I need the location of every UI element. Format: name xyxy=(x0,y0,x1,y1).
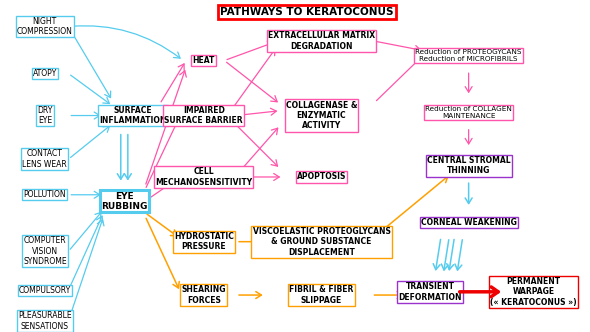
Text: SHEARING
FORCES: SHEARING FORCES xyxy=(182,285,226,305)
Text: PERMANENT
WARPAGE
(« KERATOCONUS »): PERMANENT WARPAGE (« KERATOCONUS ») xyxy=(490,277,576,307)
Text: APOPTOSIS: APOPTOSIS xyxy=(297,173,346,182)
Text: ATOPY: ATOPY xyxy=(32,69,57,78)
Text: COMPUTER
VISION
SYNDROME: COMPUTER VISION SYNDROME xyxy=(23,236,67,266)
Text: COLLAGENASE &
ENZYMATIC
ACTIVITY: COLLAGENASE & ENZYMATIC ACTIVITY xyxy=(286,101,357,130)
Text: Reduction of COLLAGEN
MAINTENANCE: Reduction of COLLAGEN MAINTENANCE xyxy=(425,106,512,119)
Text: IMPAIRED
SURFACE BARRIER: IMPAIRED SURFACE BARRIER xyxy=(165,106,243,125)
Text: HYDROSTATIC
PRESSURE: HYDROSTATIC PRESSURE xyxy=(174,232,234,251)
Text: TRANSIENT
DEFORMATION: TRANSIENT DEFORMATION xyxy=(399,282,462,301)
Text: CENTRAL STROMAL
THINNING: CENTRAL STROMAL THINNING xyxy=(427,156,510,175)
Text: PATHWAYS TO KERATOCONUS: PATHWAYS TO KERATOCONUS xyxy=(220,7,394,17)
Text: FIBRIL & FIBER
SLIPPAGE: FIBRIL & FIBER SLIPPAGE xyxy=(289,285,353,305)
Text: PLEASURABLE
SENSATIONS: PLEASURABLE SENSATIONS xyxy=(18,311,71,331)
Text: DRY
EYE: DRY EYE xyxy=(37,106,53,125)
Text: CONTACT
LENS WEAR: CONTACT LENS WEAR xyxy=(22,149,67,169)
Text: VISCOELASTIC PROTEOGLYCANS
& GROUND SUBSTANCE
DISPLACEMENT: VISCOELASTIC PROTEOGLYCANS & GROUND SUBS… xyxy=(253,227,391,257)
Text: POLLUTION: POLLUTION xyxy=(24,190,66,199)
Text: NIGHT
COMPRESSION: NIGHT COMPRESSION xyxy=(17,17,73,36)
Text: HEAT: HEAT xyxy=(192,56,215,65)
Text: CORNEAL WEAKENING: CORNEAL WEAKENING xyxy=(421,218,517,227)
Text: EXTRACELLULAR MATRIX
DEGRADATION: EXTRACELLULAR MATRIX DEGRADATION xyxy=(268,32,375,51)
Text: CELL
MECHANOSENSITIVITY: CELL MECHANOSENSITIVITY xyxy=(155,167,253,187)
Text: Reduction of PROTEOGYCANS
Reduction of MICROFIBRILS: Reduction of PROTEOGYCANS Reduction of M… xyxy=(415,49,522,62)
Text: SURFACE
INFLAMMATION: SURFACE INFLAMMATION xyxy=(100,106,167,125)
Text: EYE
RUBBING: EYE RUBBING xyxy=(101,192,148,211)
Text: COMPULSORY: COMPULSORY xyxy=(19,286,71,295)
